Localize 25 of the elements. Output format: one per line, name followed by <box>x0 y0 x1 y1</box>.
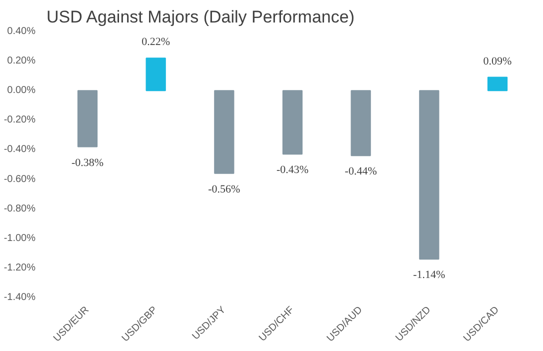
bar <box>419 90 440 260</box>
y-tick-label: -1.00% <box>4 232 36 244</box>
data-label: 0.09% <box>483 55 512 68</box>
bar <box>146 58 166 92</box>
data-label: -0.43% <box>276 164 309 176</box>
y-tick-label: 0.40% <box>7 26 36 37</box>
y-tick-label: 0.20% <box>7 56 36 67</box>
data-label: -0.44% <box>344 166 377 178</box>
chart-title: USD Against Majors (Daily Performance) <box>46 8 354 26</box>
data-label: -0.38% <box>71 156 104 169</box>
bar <box>350 90 371 156</box>
data-label: -1.14% <box>413 269 446 282</box>
data-label: 0.22% <box>142 36 170 48</box>
bar <box>487 76 508 92</box>
y-tick-label: -0.80% <box>4 203 36 214</box>
bar <box>214 90 234 174</box>
data-label: -0.56% <box>208 183 240 196</box>
y-tick-label: -0.20% <box>4 114 36 126</box>
y-tick-label: -1.20% <box>4 262 36 274</box>
y-tick-label: -0.40% <box>4 144 36 156</box>
bar <box>77 90 98 148</box>
y-tick-label: -1.40% <box>4 292 36 303</box>
bar <box>282 90 303 155</box>
y-tick-label: 0.00% <box>7 85 36 96</box>
y-tick-label: -0.60% <box>4 174 36 185</box>
